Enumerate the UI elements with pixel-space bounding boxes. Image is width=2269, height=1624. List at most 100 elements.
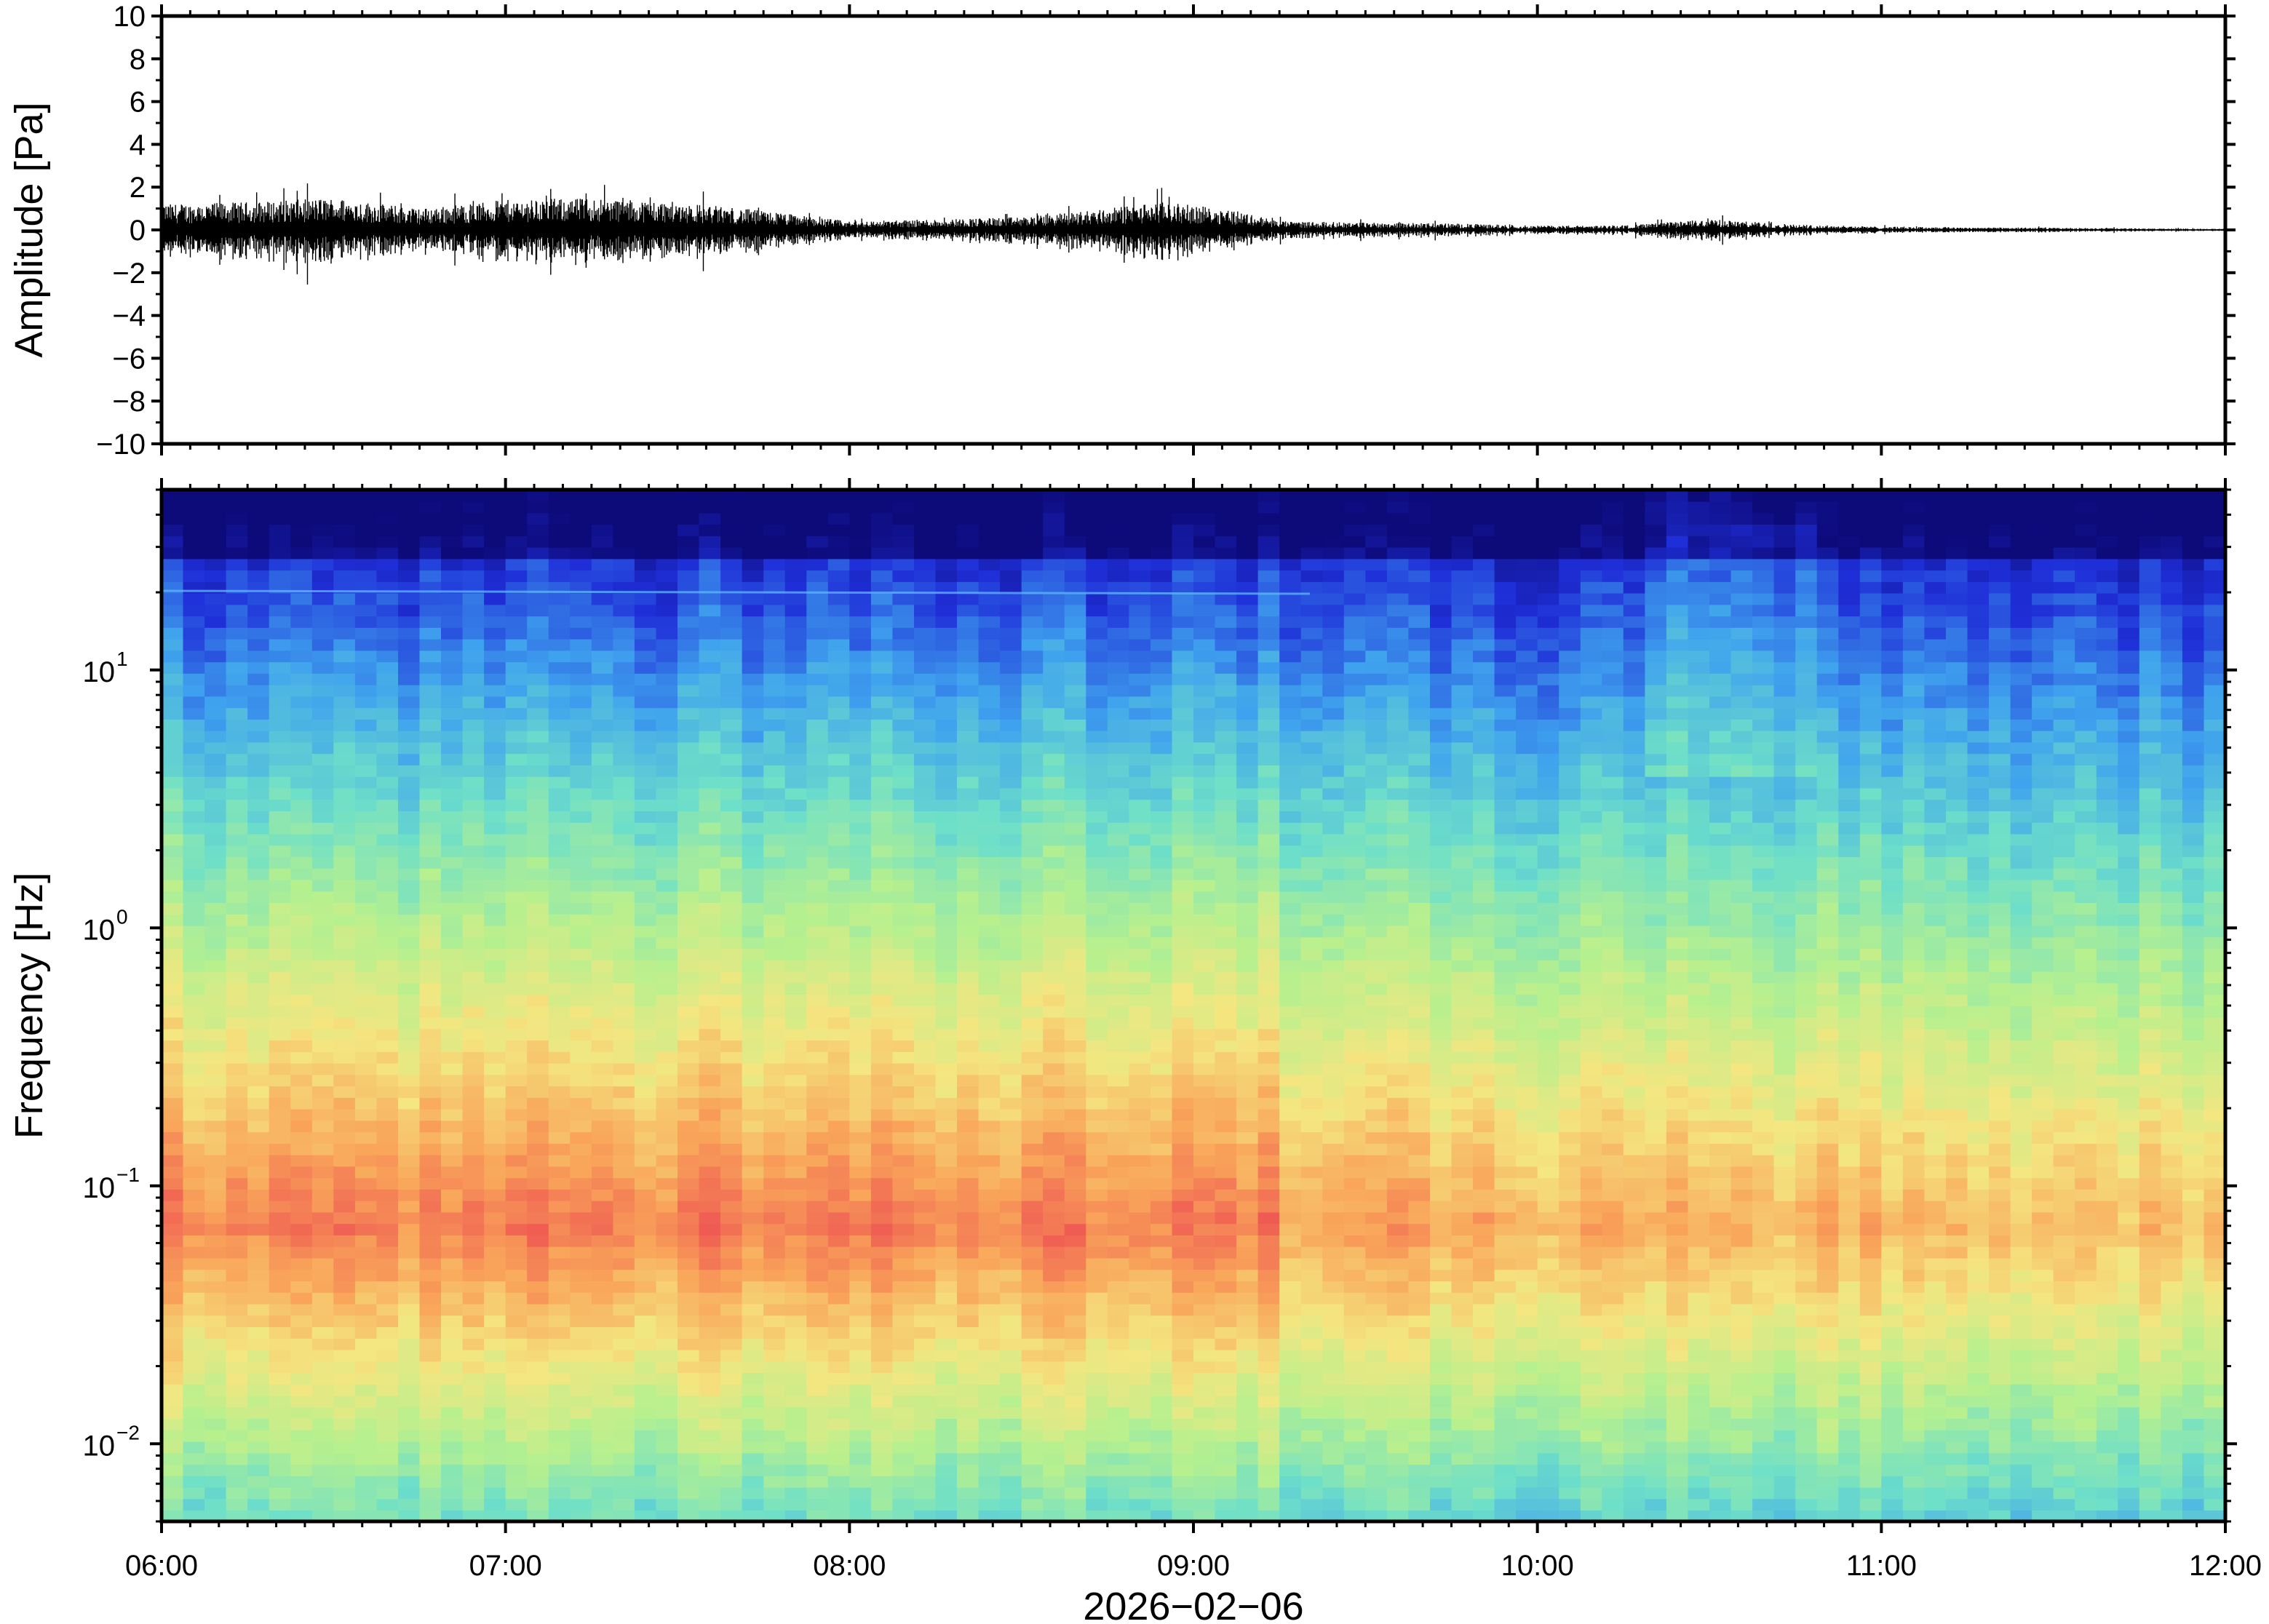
spectrogram-cell xyxy=(419,982,442,995)
spectrogram-cell xyxy=(720,1143,743,1155)
spectrogram-cell xyxy=(1236,1086,1259,1098)
spectrogram-cell xyxy=(1064,673,1087,685)
spectrogram-cell xyxy=(720,1006,743,1018)
spectrogram-cell xyxy=(656,856,678,869)
spectrogram-cell xyxy=(462,741,485,755)
spectrogram-cell xyxy=(311,1315,335,1327)
spectrogram-cell xyxy=(763,581,786,594)
spectrogram-cell xyxy=(398,1028,421,1041)
spectrogram-cell xyxy=(827,1235,851,1247)
spectrogram-cell xyxy=(462,994,485,1006)
spectrogram-cell xyxy=(1193,1097,1216,1110)
spectrogram-cell xyxy=(677,811,700,823)
spectrogram-cell xyxy=(806,661,829,674)
spectrogram-cell xyxy=(935,1108,958,1121)
spectrogram-cell xyxy=(1150,1154,1173,1167)
spectrogram-cell xyxy=(505,741,528,755)
spectrogram-cell xyxy=(806,1120,829,1133)
spectrogram-cell xyxy=(183,1223,205,1235)
spectrogram-cell xyxy=(1150,638,1173,651)
spectrogram-cell xyxy=(763,570,786,582)
spectrogram-cell xyxy=(1129,650,1151,663)
spectrogram-cell xyxy=(1193,1120,1216,1133)
spectrogram-cell xyxy=(419,1051,442,1064)
spectrogram-cell xyxy=(162,799,184,811)
spectrogram-cell xyxy=(935,1131,958,1144)
spectrogram-cell xyxy=(1236,661,1259,674)
spectrogram-cell xyxy=(1129,902,1151,915)
spectrogram-cell xyxy=(892,787,915,800)
spectrogram-cell xyxy=(720,1246,743,1259)
spectrogram-cell xyxy=(570,616,592,628)
spectrogram-cell xyxy=(162,673,184,685)
spectrogram-cell xyxy=(376,1430,399,1442)
spectrogram-cell xyxy=(914,1246,937,1259)
spectrogram-cell xyxy=(784,1326,807,1339)
spectrogram-cell xyxy=(183,845,205,857)
spectrogram-cell xyxy=(1300,1326,1323,1339)
spectrogram-cell xyxy=(634,1281,657,1293)
spectrogram-cell xyxy=(1150,1108,1173,1121)
spectrogram-cell xyxy=(1257,1097,1280,1110)
spectrogram-cell xyxy=(827,1051,851,1064)
spectrogram-cell xyxy=(870,1006,894,1018)
spectrogram-cell xyxy=(419,765,442,777)
spectrogram-cell xyxy=(806,1452,829,1465)
spectrogram-cell xyxy=(1129,1349,1151,1362)
spectrogram-cell xyxy=(978,1476,1001,1488)
waveform-y-tick-label: −6 xyxy=(112,343,146,375)
spectrogram-cell xyxy=(892,581,915,594)
spectrogram-cell xyxy=(311,1189,335,1201)
spectrogram-cell xyxy=(742,524,764,536)
spectrogram-cell xyxy=(484,1223,506,1235)
spectrogram-cell xyxy=(763,673,786,685)
spectrogram-cell xyxy=(1279,581,1302,594)
spectrogram-cell xyxy=(1193,1281,1216,1293)
spectrogram-cell xyxy=(333,616,356,628)
spectrogram-cell xyxy=(311,604,335,617)
spectrogram-cell xyxy=(290,524,313,536)
spectrogram-cell xyxy=(269,936,291,950)
spectrogram-cell xyxy=(1107,811,1130,823)
spectrogram-cell xyxy=(720,627,743,640)
spectrogram-cell xyxy=(484,1337,506,1350)
spectrogram-cell xyxy=(204,994,227,1006)
spectrogram-cell xyxy=(419,1154,442,1167)
spectrogram-cell xyxy=(441,1337,464,1350)
spectrogram-cell xyxy=(957,592,979,605)
spectrogram-cell xyxy=(247,490,270,502)
spectrogram-cell xyxy=(1215,1246,1237,1259)
spectrogram-cell xyxy=(376,604,399,617)
spectrogram-cell xyxy=(849,627,872,640)
spectrogram-cell xyxy=(548,1016,571,1030)
spectrogram-cell xyxy=(376,1062,399,1075)
spectrogram-cell xyxy=(462,1006,485,1018)
spectrogram-cell xyxy=(183,592,205,605)
spectrogram-cell xyxy=(742,1051,764,1064)
spectrogram-cell xyxy=(935,501,958,514)
spectrogram-cell xyxy=(613,719,635,731)
spectrogram-cell xyxy=(1193,1498,1216,1511)
spectrogram-cell xyxy=(354,1383,378,1396)
spectrogram-cell xyxy=(1021,833,1044,846)
spectrogram-cell xyxy=(1257,1326,1280,1339)
spectrogram-cell xyxy=(484,1006,506,1018)
spectrogram-cell xyxy=(183,1498,205,1511)
spectrogram-cell xyxy=(1000,1383,1022,1396)
spectrogram-cell xyxy=(1064,753,1087,765)
spectrogram-cell xyxy=(634,558,657,571)
spectrogram-cell xyxy=(870,1074,894,1087)
spectrogram-cell xyxy=(1107,1062,1130,1075)
spectrogram-cell xyxy=(978,1108,1001,1121)
spectrogram-cell xyxy=(204,1040,227,1052)
spectrogram-cell xyxy=(462,960,485,972)
spectrogram-cell xyxy=(634,1349,657,1362)
spectrogram-cell xyxy=(1236,867,1259,880)
spectrogram-cell xyxy=(699,879,721,892)
spectrogram-cell xyxy=(290,799,313,811)
waveform-traces xyxy=(162,183,2225,285)
spectrogram-cell xyxy=(269,1200,291,1213)
spectrogram-cell xyxy=(742,1349,764,1362)
spectrogram-cell xyxy=(376,1177,399,1190)
spectrogram-cell xyxy=(1000,753,1022,765)
